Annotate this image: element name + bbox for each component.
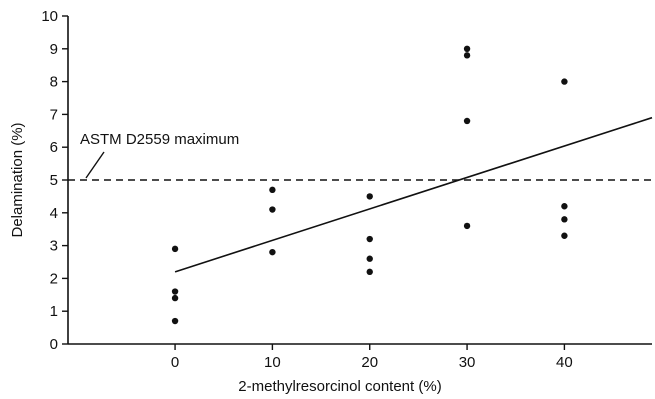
reference-label-leader xyxy=(85,151,105,179)
data-point xyxy=(366,235,373,243)
data-point xyxy=(463,45,471,52)
reference-line-label: ASTM D2559 maximum xyxy=(80,131,239,148)
y-tick-label: 7 xyxy=(50,106,58,123)
data-point xyxy=(171,288,179,295)
data-point xyxy=(171,294,179,302)
data-point xyxy=(463,222,471,230)
x-tick-label: 0 xyxy=(171,354,179,371)
data-point xyxy=(366,255,373,262)
data-point xyxy=(463,117,471,125)
x-axis-label: 2-methylresorcinol content (%) xyxy=(238,378,441,395)
data-point xyxy=(171,245,179,253)
data-point xyxy=(366,268,373,276)
data-point xyxy=(463,52,471,59)
y-tick-label: 10 xyxy=(41,8,58,25)
y-axis-ticks: 0 1 2 3 4 5 6 7 8 9 10 xyxy=(41,8,68,353)
y-tick-label: 6 xyxy=(50,139,58,156)
y-tick-label: 9 xyxy=(50,41,58,58)
y-tick-label: 2 xyxy=(50,270,58,287)
x-axis-ticks: 0 10 20 30 40 xyxy=(171,344,573,371)
y-tick-label: 1 xyxy=(50,303,58,320)
data-point xyxy=(269,206,276,213)
data-point xyxy=(366,193,373,200)
trend-line xyxy=(174,116,653,273)
y-tick-label: 8 xyxy=(50,74,58,91)
data-point xyxy=(561,216,568,223)
data-point xyxy=(561,203,568,210)
x-tick-label: 40 xyxy=(556,354,573,371)
x-tick-label: 10 xyxy=(264,354,281,371)
data-point xyxy=(269,248,276,256)
data-point xyxy=(269,186,276,194)
data-points xyxy=(171,45,568,325)
x-tick-label: 30 xyxy=(459,354,476,371)
y-tick-label: 0 xyxy=(50,336,58,353)
y-axis-label: Delamination (%) xyxy=(9,122,26,237)
data-point xyxy=(561,78,568,85)
data-point xyxy=(561,232,568,239)
y-tick-label: 3 xyxy=(50,238,58,255)
data-point xyxy=(171,317,179,325)
y-tick-label: 5 xyxy=(50,172,58,189)
y-tick-label: 4 xyxy=(50,205,58,222)
x-tick-label: 20 xyxy=(361,354,378,371)
